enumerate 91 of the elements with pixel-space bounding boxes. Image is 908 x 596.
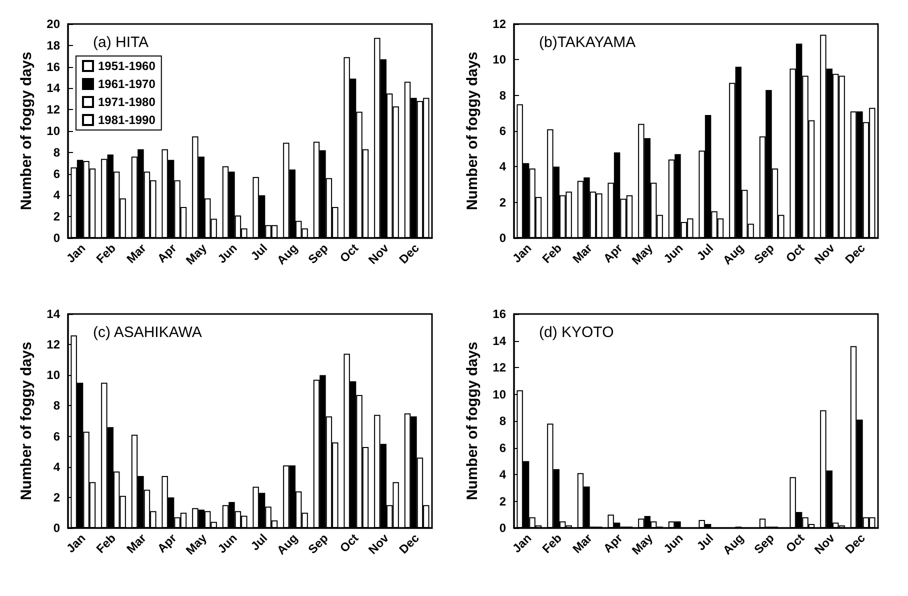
y-tick-label: 16 (492, 307, 506, 321)
x-tick-label: Sep (751, 531, 777, 556)
legend-label: 1981-1990 (98, 113, 156, 127)
y-tick-label: 0 (499, 231, 506, 245)
y-tick-label: 8 (499, 414, 506, 428)
x-tick-label: Sep (751, 241, 777, 266)
text: (d) KYOTO (539, 324, 614, 341)
x-tick-label: Jun (660, 531, 686, 556)
x-tick-label: Dec (396, 530, 422, 557)
x-tick-label: Aug (720, 531, 746, 558)
y-tick-label: 12 (46, 338, 60, 352)
y-tick-label: 10 (492, 52, 506, 67)
y-tick-label: 18 (46, 38, 60, 52)
y-tick-label: 6 (53, 166, 60, 181)
x-tick-label: Nov (812, 530, 838, 557)
x-tick-label: Apr (600, 530, 626, 556)
x-tick-label: Dec (842, 240, 868, 267)
x-tick-label: Dec (842, 530, 868, 557)
y-tick-label: 6 (499, 440, 506, 455)
x-tick-label: Mar (570, 530, 596, 556)
x-tick-label: Mar (124, 530, 150, 556)
legend-label: 1951-1960 (98, 59, 156, 73)
y-tick-label: 12 (492, 17, 506, 31)
x-tick-label: Jan (64, 241, 88, 266)
x-tick-label: Aug (274, 241, 300, 268)
x-tick-label: Nov (366, 240, 392, 267)
y-tick-label: 10 (46, 368, 60, 382)
x-tick-label: Apr (154, 240, 180, 266)
y-tick-label: 20 (46, 17, 60, 31)
y-tick-label: 12 (492, 360, 506, 374)
x-tick-label: Jul (248, 531, 270, 554)
x-tick-label: Sep (305, 531, 331, 556)
y-tick-label: 0 (499, 521, 506, 535)
legend-label: 1971-1980 (98, 95, 156, 109)
y-axis-title: Number of foggy days (464, 342, 481, 500)
y-tick-label: 8 (499, 88, 506, 102)
y-tick-label: 0 (53, 521, 60, 535)
y-axis-title: Number of foggy days (18, 342, 35, 500)
y-tick-label: 14 (492, 334, 506, 348)
y-axis-title: Number of foggy days (18, 52, 35, 210)
y-tick-label: 2 (499, 195, 506, 210)
y-tick-label: 14 (46, 307, 60, 321)
y-tick-label: 12 (46, 102, 60, 117)
x-tick-label: Feb (539, 241, 564, 266)
x-tick-label: Aug (274, 531, 300, 558)
x-tick-label: Nov (366, 530, 392, 557)
x-tick-label: Feb (93, 241, 118, 266)
x-tick-label: Jul (694, 531, 716, 554)
legend-label: 1961-1970 (98, 77, 156, 91)
y-tick-label: 2 (53, 490, 60, 504)
y-tick-label: 4 (499, 468, 506, 482)
x-tick-label: Feb (93, 531, 118, 556)
y-tick-label: 16 (46, 60, 60, 74)
x-tick-label: Oct (783, 241, 808, 266)
x-tick-label: Oct (783, 531, 808, 556)
x-tick-label: Nov (812, 240, 838, 267)
x-tick-label: Oct (337, 241, 362, 266)
x-tick-label: Dec (396, 240, 422, 267)
text: (a) HITA (93, 34, 149, 51)
y-tick-label: 8 (53, 398, 60, 413)
text: (b)TAKAYAMA (539, 34, 636, 51)
text: (c) ASAHIKAWA (93, 324, 202, 341)
y-tick-label: 6 (499, 124, 506, 138)
x-tick-label: Oct (337, 531, 362, 556)
y-tick-label: 0 (53, 231, 60, 245)
x-tick-label: Mar (124, 240, 150, 266)
y-tick-label: 14 (46, 81, 60, 96)
x-tick-label: Jan (64, 531, 88, 556)
y-tick-label: 2 (499, 494, 506, 508)
y-tick-label: 2 (53, 210, 60, 224)
x-tick-label: Jan (510, 241, 534, 266)
y-tick-label: 4 (53, 460, 60, 474)
y-tick-label: 4 (499, 160, 506, 174)
x-tick-label: Apr (600, 240, 626, 266)
y-tick-label: 4 (53, 188, 60, 202)
x-tick-label: Jul (694, 241, 716, 264)
x-tick-label: Jul (248, 241, 270, 264)
x-tick-label: Sep (305, 241, 331, 266)
x-tick-label: Jun (214, 531, 240, 556)
x-tick-label: Aug (720, 241, 746, 268)
x-tick-label: Apr (154, 530, 180, 556)
y-tick-label: 10 (492, 387, 506, 402)
x-tick-label: Mar (570, 240, 596, 266)
x-tick-label: Jun (660, 241, 686, 266)
y-tick-label: 10 (46, 124, 60, 138)
y-axis-title: Number of foggy days (464, 52, 481, 210)
x-tick-label: Jun (214, 241, 240, 266)
y-tick-label: 8 (53, 145, 60, 160)
y-tick-label: 6 (53, 429, 60, 444)
x-tick-label: Jan (510, 531, 534, 556)
x-tick-label: Feb (539, 531, 564, 556)
